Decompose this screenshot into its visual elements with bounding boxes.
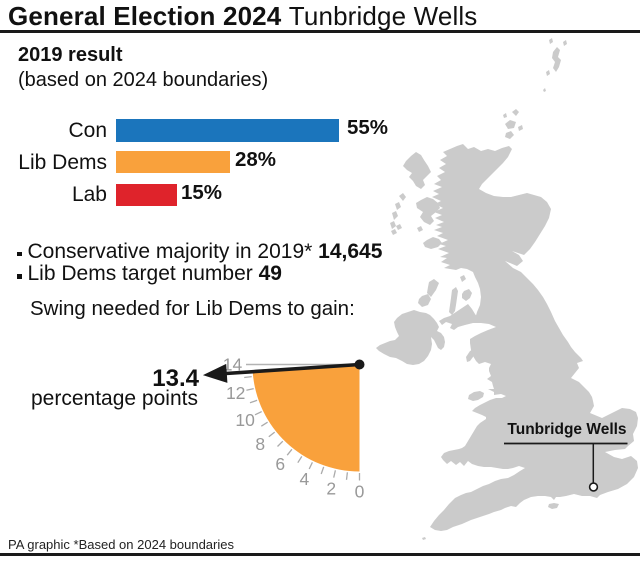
svg-text:12: 12 [226, 383, 245, 403]
svg-text:10: 10 [235, 410, 255, 430]
svg-text:6: 6 [275, 454, 285, 474]
svg-text:4: 4 [300, 469, 310, 489]
svg-text:14: 14 [223, 355, 243, 375]
svg-text:2: 2 [326, 479, 336, 499]
svg-text:0: 0 [355, 482, 365, 502]
svg-text:8: 8 [255, 434, 265, 454]
